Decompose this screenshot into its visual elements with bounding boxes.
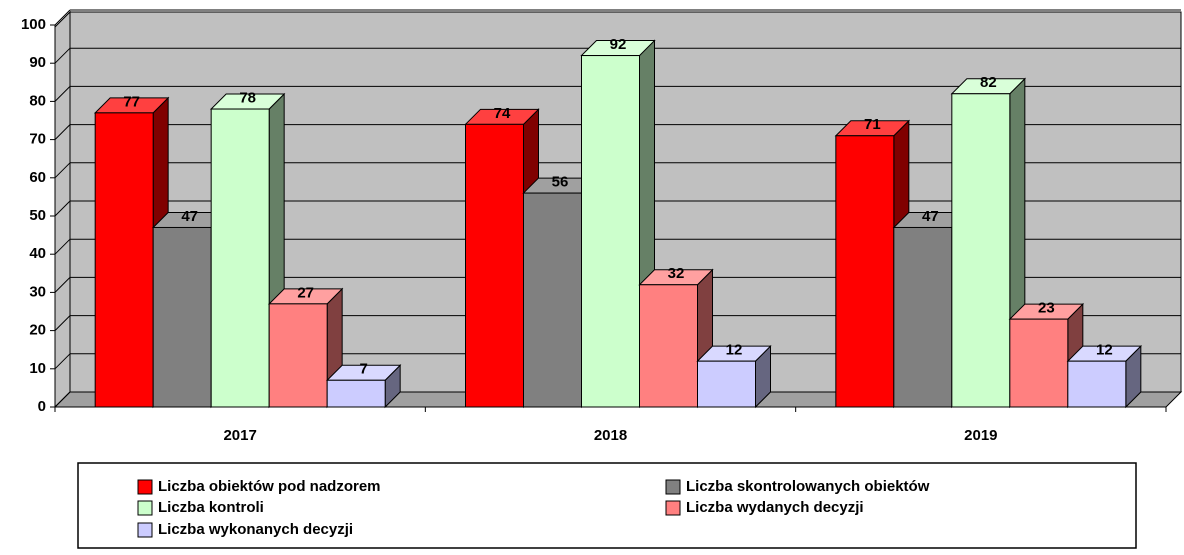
legend-swatch: [665, 479, 681, 495]
data-label: 74: [494, 105, 511, 122]
bar: [1067, 360, 1127, 408]
grid-line: [54, 162, 71, 179]
legend: [77, 462, 1137, 549]
data-label: 32: [668, 265, 685, 282]
bar: [639, 284, 698, 408]
x-tick-label: 2018: [594, 427, 627, 444]
bar: [465, 123, 524, 408]
data-label: 78: [239, 90, 256, 107]
data-label: 92: [610, 36, 627, 53]
bar: [581, 55, 640, 408]
grid-line: [54, 124, 71, 140]
legend-label: Liczba skontrolowanych obiektów: [686, 478, 930, 495]
legend-label: Liczba wykonanych decyzji: [158, 521, 353, 538]
legend-label: Liczba obiektów pod nadzorem: [158, 478, 381, 495]
data-label: 82: [980, 74, 997, 91]
data-label: 71: [864, 116, 881, 133]
bar: [94, 112, 154, 408]
bar: [893, 226, 953, 408]
bar: [268, 303, 328, 408]
y-tick-label: 100: [21, 16, 46, 33]
data-label: 12: [1096, 342, 1113, 359]
data-label: 12: [726, 342, 743, 359]
x-tick-label: 2019: [964, 427, 997, 444]
legend-swatch: [137, 479, 153, 495]
data-label: 7: [359, 361, 367, 378]
bar: [835, 135, 895, 408]
data-label: 56: [552, 174, 569, 191]
bar: [523, 192, 582, 408]
data-label: 27: [297, 284, 314, 301]
legend-swatch: [665, 500, 681, 516]
legend-label: Liczba kontroli: [158, 499, 264, 516]
y-tick-label: 70: [29, 131, 46, 148]
legend-swatch: [137, 522, 153, 538]
bar: [210, 108, 270, 408]
x-tick-label: 2017: [223, 427, 256, 444]
grid-line: [54, 47, 71, 64]
data-label: 47: [922, 208, 939, 225]
bar: [697, 360, 756, 408]
grid-line: [54, 391, 71, 408]
grid-line: [54, 353, 71, 370]
y-tick-label: 50: [29, 207, 46, 224]
y-tick-label: 80: [29, 92, 46, 109]
y-tick-label: 20: [29, 322, 46, 339]
grid-line: [54, 315, 71, 331]
legend-swatch: [137, 500, 153, 516]
grid-line: [54, 9, 71, 26]
bar: [951, 93, 1011, 408]
bar: [1009, 318, 1069, 408]
legend-label: Liczba wydanych decyzji: [686, 499, 864, 516]
y-tick-label: 60: [29, 169, 46, 186]
y-tick-label: 30: [29, 283, 46, 300]
y-tick-label: 40: [29, 245, 46, 262]
grid-line: [54, 86, 71, 102]
data-label: 23: [1038, 300, 1055, 317]
grid-line: [54, 277, 71, 293]
y-tick-label: 0: [38, 398, 46, 415]
data-label: 47: [181, 208, 198, 225]
grid-line: [54, 200, 71, 217]
y-tick-label: 90: [29, 54, 46, 71]
bar: [152, 226, 212, 408]
grid-line: [54, 238, 71, 255]
data-label: 77: [123, 93, 140, 110]
y-tick-label: 10: [29, 360, 46, 377]
side-wall: [54, 10, 71, 409]
bar: [326, 379, 386, 408]
